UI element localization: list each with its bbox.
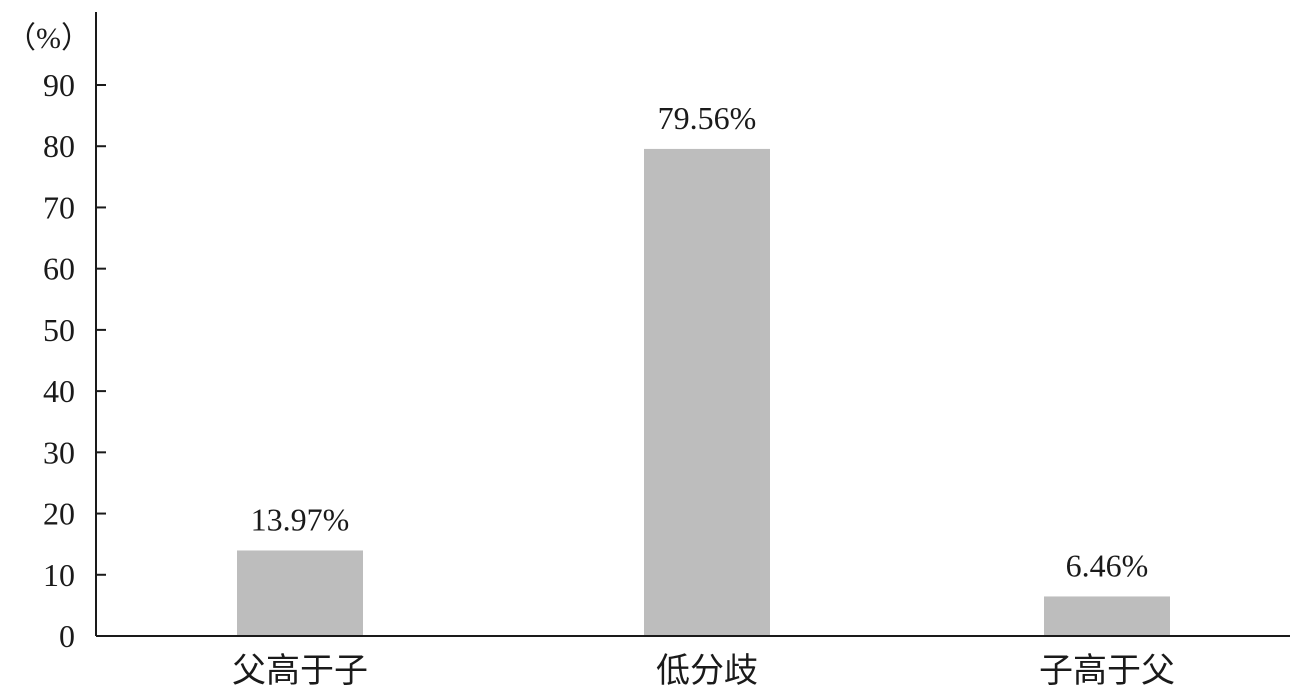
category-label: 子高于父 — [1039, 652, 1175, 690]
y-unit-label: （%） — [6, 22, 91, 55]
y-tick-label: 50 — [43, 312, 75, 348]
bar-value-label: 13.97% — [251, 501, 350, 537]
y-tick-label: 60 — [43, 251, 75, 287]
y-tick-label: 30 — [43, 434, 75, 470]
bar — [644, 148, 770, 636]
bars — [237, 148, 1170, 636]
bar — [237, 550, 363, 636]
y-tick-label: 0 — [59, 618, 75, 654]
bar-value-label: 79.56% — [658, 100, 757, 136]
bar-value-label: 6.46% — [1066, 547, 1149, 583]
y-tick-label: 40 — [43, 373, 75, 409]
y-tick-label: 90 — [43, 67, 75, 103]
category-label: 父高于子 — [232, 652, 368, 690]
y-tick-label: 20 — [43, 496, 75, 532]
bar — [1044, 596, 1170, 636]
y-axis-ticks: 0 10 20 30 40 50 60 70 80 90 — [43, 67, 106, 654]
data-labels: 13.97% 79.56% 6.46% — [251, 100, 1149, 584]
category-label: 低分歧 — [656, 652, 758, 690]
category-labels: 父高于子 低分歧 子高于父 — [232, 652, 1175, 690]
y-tick-label: 70 — [43, 189, 75, 225]
y-tick-label: 80 — [43, 128, 75, 164]
y-tick-label: 10 — [43, 557, 75, 593]
